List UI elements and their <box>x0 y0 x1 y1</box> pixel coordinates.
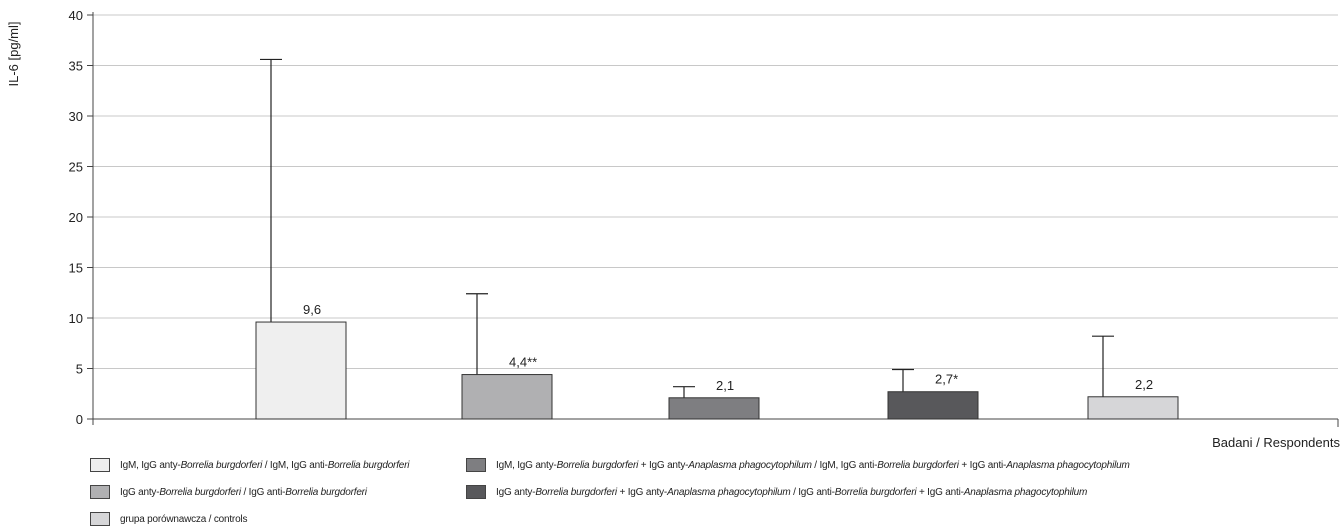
bar-4 <box>887 391 979 420</box>
bars: 9,6 4,4** 2,1 2,7* 2,2 <box>255 58 1179 420</box>
y-tick-label: 0 <box>76 412 83 427</box>
bar-chart: 0 5 10 15 20 25 30 35 40 9,6 4,4** 2,1 2,7* 2,2 IL-6… <box>6 8 1340 450</box>
legend-label-3: IgM, IgG anty-Borrelia burgdorferi + IgG… <box>496 459 1130 471</box>
y-tick-label: 15 <box>69 261 83 276</box>
bar-3 <box>668 397 760 420</box>
legend-swatch-2 <box>90 485 110 499</box>
bar-1 <box>255 321 347 420</box>
legend-label-1: IgM, IgG anty-Borrelia burgdorferi / IgM… <box>120 459 410 471</box>
x-axis-label: Badani / Respondents <box>1212 435 1340 450</box>
legend-label-5: grupa porównawcza / controls <box>120 513 248 525</box>
bar-5 <box>1087 396 1179 420</box>
legend-item-4: IgG anty-Borrelia burgdorferi + IgG anty… <box>466 485 1087 499</box>
legend-swatch-1 <box>90 458 110 472</box>
data-label-2: 4,4** <box>509 355 537 370</box>
legend-item-1: IgM, IgG anty-Borrelia burgdorferi / IgM… <box>90 458 409 472</box>
y-axis-label: IL-6 [pg/ml] <box>6 21 21 86</box>
y-tick-label: 40 <box>69 8 83 23</box>
y-tick-label: 30 <box>69 109 83 124</box>
legend-label-4: IgG anty-Borrelia burgdorferi + IgG anty… <box>496 486 1088 498</box>
data-label-1: 9,6 <box>303 302 321 317</box>
y-tick-label: 25 <box>69 160 83 175</box>
legend-item-3: IgM, IgG anty-Borrelia burgdorferi + IgG… <box>466 458 1130 472</box>
y-tick-label: 10 <box>69 311 83 326</box>
data-label-5: 2,2 <box>1135 377 1153 392</box>
legend-swatch-5 <box>90 512 110 526</box>
gridlines <box>93 14 1338 369</box>
legend-item-2: IgG anty-Borrelia burgdorferi / IgG anti… <box>90 485 367 499</box>
legend-swatch-4 <box>466 485 486 499</box>
legend-item-5: grupa porównawcza / controls <box>90 512 247 526</box>
y-tick-label: 5 <box>76 362 83 377</box>
y-axis-ticks: 0 5 10 15 20 25 30 35 40 <box>69 8 93 427</box>
data-label-3: 2,1 <box>716 378 734 393</box>
data-label-4: 2,7* <box>935 372 958 387</box>
y-tick-label: 35 <box>69 59 83 74</box>
legend-swatch-3 <box>466 458 486 472</box>
y-tick-label: 20 <box>69 210 83 225</box>
bar-2 <box>461 374 553 420</box>
legend-label-2: IgG anty-Borrelia burgdorferi / IgG anti… <box>120 486 367 498</box>
